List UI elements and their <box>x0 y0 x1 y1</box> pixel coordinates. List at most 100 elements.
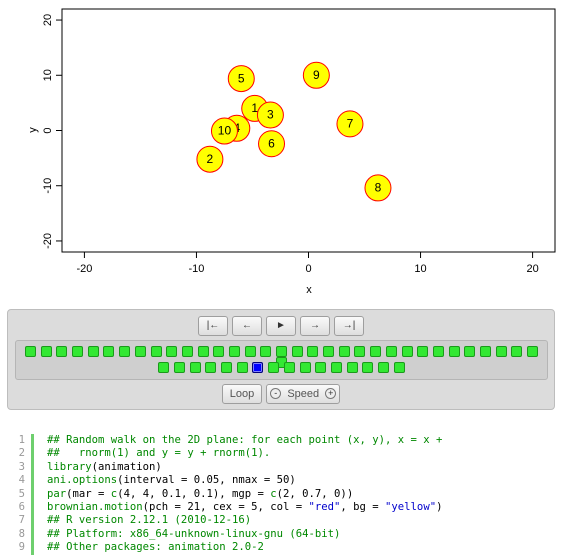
frame-button[interactable] <box>166 346 178 357</box>
point-marker <box>258 130 286 158</box>
frame-button[interactable] <box>291 346 303 357</box>
frame-button[interactable] <box>181 346 193 357</box>
code-line: 2 ## rnorm(1) and y = y + rnorm(1). <box>0 447 561 461</box>
frame-button[interactable] <box>401 346 413 357</box>
previous-frame-button[interactable]: ← <box>232 316 262 336</box>
line-number: 4 <box>18 474 25 487</box>
frame-button[interactable] <box>283 362 295 373</box>
x-tick-label: -10 <box>189 263 205 275</box>
frame-button[interactable] <box>150 346 162 357</box>
frame-button-current[interactable] <box>252 362 264 373</box>
code-line: 9 ## Other packages: animation 2.0-2 <box>0 541 561 555</box>
frame-button[interactable] <box>268 362 280 373</box>
frame-button[interactable] <box>417 346 429 357</box>
point-label: 3 <box>267 108 274 122</box>
frame-button[interactable] <box>479 346 491 357</box>
frame-button[interactable] <box>244 346 256 357</box>
code-line: 5 par(mar = c(4, 4, 0.1, 0.1), mgp = c(2,… <box>0 487 561 501</box>
point-marker <box>210 117 238 145</box>
frame-button[interactable] <box>197 346 209 357</box>
frame-button[interactable] <box>330 362 342 373</box>
gutter-bar <box>31 541 34 555</box>
frame-button[interactable] <box>448 346 460 357</box>
y-axis: -20 -10 0 10 20 <box>42 14 62 249</box>
code-text: library(animation) <box>47 460 162 473</box>
point-label: 2 <box>207 152 214 166</box>
frame-button[interactable] <box>276 346 287 357</box>
next-frame-button[interactable]: → <box>300 316 330 336</box>
frame-button[interactable] <box>174 362 186 373</box>
frame-button[interactable] <box>134 346 146 357</box>
frame-button[interactable] <box>260 346 272 357</box>
frame-button[interactable] <box>432 346 444 357</box>
point-marker <box>256 101 284 129</box>
frame-button[interactable] <box>323 346 335 357</box>
line-number: 6 <box>18 500 25 513</box>
y-tick-label: -10 <box>42 178 54 194</box>
plot-box <box>61 8 556 253</box>
point-label: 7 <box>347 117 354 131</box>
frame-button[interactable] <box>299 362 311 373</box>
frame-button[interactable] <box>377 362 389 373</box>
y-tick-label: -20 <box>42 233 54 249</box>
frame-button[interactable] <box>228 346 240 357</box>
frame-button[interactable] <box>87 346 99 357</box>
frame-button[interactable] <box>307 346 319 357</box>
code-line: 4 ani.options(interval = 0.05, nmax = 50) <box>0 474 561 488</box>
loop-button[interactable]: Loop <box>221 384 263 404</box>
y-tick-label: 10 <box>42 69 54 81</box>
code-line: 7 ## R version 2.12.1 (2010-12-16) <box>0 514 561 528</box>
frame-button[interactable] <box>25 346 36 357</box>
code-line: 1 ## Random walk on the 2D plane: for eac… <box>0 434 561 448</box>
gutter-bar <box>31 434 34 448</box>
play-button[interactable]: ► <box>266 316 296 336</box>
frame-button[interactable] <box>495 346 507 357</box>
frame-button[interactable] <box>511 346 523 357</box>
frame-button[interactable] <box>213 346 225 357</box>
y-axis-label: y <box>27 127 39 133</box>
frame-button[interactable] <box>236 362 248 373</box>
frame-button[interactable] <box>189 362 201 373</box>
frame-button[interactable] <box>72 346 84 357</box>
point-marker <box>336 110 364 138</box>
frame-button[interactable] <box>393 362 405 373</box>
frame-button[interactable] <box>370 346 382 357</box>
line-number: 1 <box>18 434 25 446</box>
frame-button[interactable] <box>158 362 170 373</box>
point-marker <box>364 174 392 202</box>
frame-button[interactable] <box>315 362 327 373</box>
frame-button[interactable] <box>221 362 233 373</box>
x-tick-label: 20 <box>526 263 538 275</box>
frame-button[interactable] <box>464 346 476 357</box>
code-text: ## rnorm(1) and y = y + rnorm(1). <box>47 447 271 460</box>
frame-button[interactable] <box>119 346 131 357</box>
frame-button[interactable] <box>385 346 397 357</box>
frame-button[interactable] <box>40 346 52 357</box>
gutter-bar <box>31 500 34 515</box>
point-label: 1 <box>251 101 258 115</box>
data-point: 5 <box>227 65 255 93</box>
frame-button[interactable] <box>56 346 68 357</box>
frame-button[interactable] <box>354 346 366 357</box>
x-axis-label: x <box>306 284 312 296</box>
first-frame-button[interactable]: |← <box>198 316 228 336</box>
frame-button[interactable] <box>527 346 538 357</box>
line-number: 7 <box>18 514 25 527</box>
data-points: 12345678910 <box>196 61 392 202</box>
frame-button[interactable] <box>338 346 350 357</box>
frame-button[interactable] <box>362 362 374 373</box>
speed-label: Speed <box>287 388 320 400</box>
code-line: 6 brownian.motion(pch = 21, cex = 5, col … <box>0 500 561 515</box>
last-frame-button[interactable]: →| <box>334 316 364 336</box>
frame-button[interactable] <box>103 346 115 357</box>
point-label: 5 <box>238 71 245 85</box>
speed-increase-button[interactable]: + <box>325 387 337 399</box>
code-text: ## R version 2.12.1 (2010-12-16) <box>47 514 252 527</box>
speed-decrease-button[interactable]: - <box>270 387 282 399</box>
frame-button[interactable] <box>205 362 217 373</box>
playback-options: Loop - Speed + <box>8 384 554 404</box>
frame-button[interactable] <box>346 362 358 373</box>
frame-row-2 <box>16 362 547 373</box>
y-tick-label: 0 <box>42 127 54 133</box>
line-number: 2 <box>18 447 25 460</box>
